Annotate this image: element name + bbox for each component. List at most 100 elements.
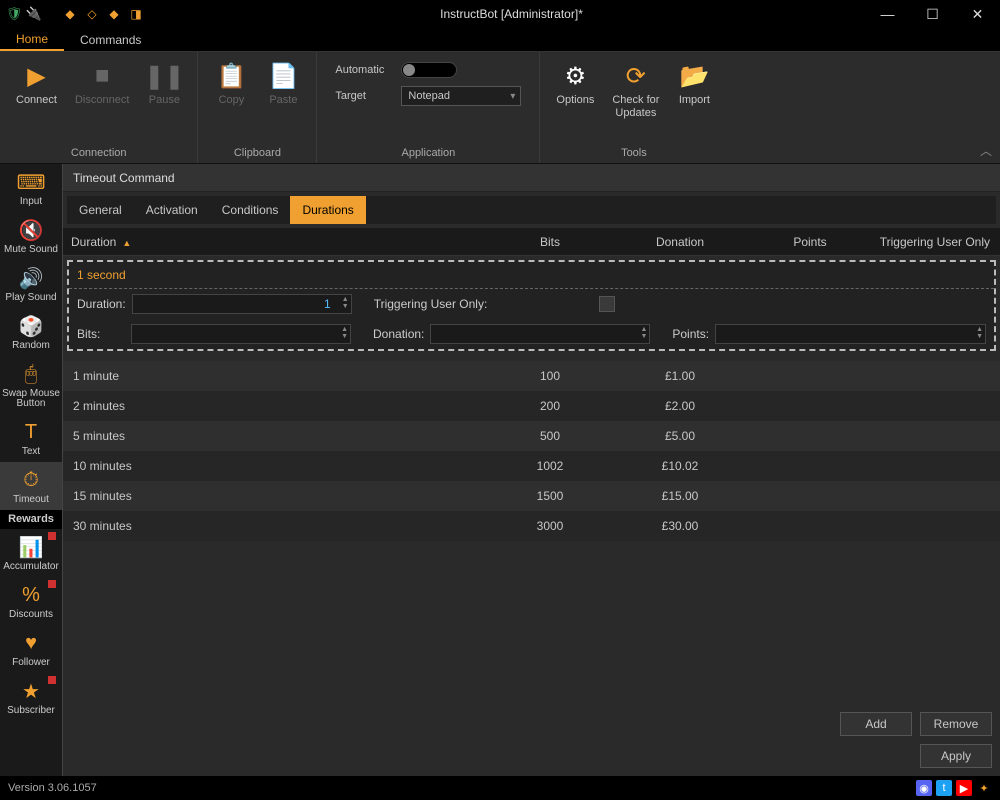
automatic-toggle[interactable] [401,62,457,78]
edit-row: 1 second Duration: 1 ▲▼ Triggering User … [67,260,996,351]
folder-icon: 📂 [678,60,710,92]
col-bits[interactable]: Bits [490,235,610,249]
timeout-icon: ⏱ [17,467,45,493]
minimize-button[interactable]: — [865,0,910,28]
col-donation[interactable]: Donation [610,235,750,249]
points-input[interactable]: ▲▼ [715,324,986,344]
input-icon: ⌨ [17,169,45,195]
ribbon-collapse-icon[interactable]: ︿ [980,142,992,159]
ribbon-group-tools: ⚙ Options ⟳ Check for Updates 📂 Import T… [540,52,727,163]
paste-icon: 📄 [267,60,299,92]
copy-icon: 📋 [215,60,247,92]
sidebar-item-play-sound[interactable]: 🔊Play Sound [0,260,62,308]
group-label-application: Application [401,145,455,161]
automatic-label: Automatic [335,64,391,76]
quick-icon-4[interactable]: ◨ [128,6,144,22]
table-row[interactable]: 5 minutes500£5.00 [63,421,1000,451]
accumulator-icon: 📊 [17,534,45,560]
col-triggering[interactable]: Triggering User Only [870,235,1000,249]
table-row[interactable]: 2 minutes200£2.00 [63,391,1000,421]
table-row[interactable]: 10 minutes1002£10.02 [63,451,1000,481]
sidebar: ⌨Input🔇Mute Sound🔊Play Sound🎲Random🖱Swap… [0,164,62,776]
quick-icon-3[interactable]: ◆ [106,6,122,22]
tab-general[interactable]: General [67,196,134,224]
menu-bar: Home Commands [0,28,1000,52]
donation-input[interactable]: ▲▼ [430,324,650,344]
plug-icon: 🔌 [26,6,42,22]
pause-button[interactable]: ❚❚ Pause [139,56,189,111]
action-buttons: Add Remove Apply [63,706,1000,776]
version-text: Version 3.06.1057 [8,782,97,794]
refresh-icon: ⟳ [620,60,652,92]
triggering-field-label: Triggering User Only: [374,297,488,311]
close-button[interactable]: ✕ [955,0,1000,28]
remove-button[interactable]: Remove [920,712,992,736]
options-button[interactable]: ⚙ Options [548,56,602,111]
paste-button[interactable]: 📄 Paste [258,56,308,111]
sidebar-item-discounts[interactable]: %Discounts [0,577,62,625]
sidebar-item-subscriber[interactable]: ★Subscriber [0,673,62,721]
disconnect-button[interactable]: ■ Disconnect [67,56,137,111]
sidebar-item-follower[interactable]: ♥Follower [0,625,62,673]
col-points[interactable]: Points [750,235,870,249]
import-button[interactable]: 📂 Import [669,56,719,111]
tab-activation[interactable]: Activation [134,196,210,224]
bits-input[interactable]: ▲▼ [131,324,351,344]
mute-sound-icon: 🔇 [17,217,45,243]
sidebar-item-random[interactable]: 🎲Random [0,308,62,356]
alert-dot [48,676,56,684]
discounts-icon: % [17,582,45,608]
table-row[interactable]: 30 minutes3000£30.00 [63,511,1000,541]
donation-field-label: Donation: [373,327,424,341]
extra-icon[interactable]: ✦ [976,780,992,796]
target-dropdown[interactable]: Notepad [401,86,521,106]
swap-mouse-button-icon: 🖱 [17,361,45,387]
menu-tab-home[interactable]: Home [0,28,64,51]
maximize-button[interactable]: ☐ [910,0,955,28]
check-updates-button[interactable]: ⟳ Check for Updates [604,56,667,124]
duration-input[interactable]: 1 ▲▼ [132,294,352,314]
sidebar-item-accumulator[interactable]: 📊Accumulator [0,529,62,577]
group-label-connection: Connection [71,145,127,161]
quick-icon-1[interactable]: ◆ [62,6,78,22]
apply-button[interactable]: Apply [920,744,992,768]
sidebar-item-timeout[interactable]: ⏱Timeout [0,462,62,510]
status-social-icons: ◉ t ▶ ✦ [916,780,992,796]
youtube-icon[interactable]: ▶ [956,780,972,796]
stop-icon: ■ [86,60,118,92]
ribbon-group-connection: ▶ Connect ■ Disconnect ❚❚ Pause Connecti… [0,52,198,163]
titlebar-left-icons: 🛡 🔌 [0,6,48,22]
menu-tab-commands[interactable]: Commands [64,28,157,51]
gear-icon: ⚙ [559,60,591,92]
tab-durations[interactable]: Durations [290,196,365,224]
table-row[interactable]: 1 minute100£1.00 [63,361,1000,391]
edit-row-title: 1 second [69,262,994,289]
add-button[interactable]: Add [840,712,912,736]
window-controls: — ☐ ✕ [865,0,1000,28]
quick-icon-2[interactable]: ◇ [84,6,100,22]
table-header: Duration▲ Bits Donation Points Triggerin… [63,228,1000,256]
col-duration[interactable]: Duration▲ [63,235,490,249]
status-bar: Version 3.06.1057 ◉ t ▶ ✦ [0,776,1000,800]
table-row[interactable]: 15 minutes1500£15.00 [63,481,1000,511]
subscriber-icon: ★ [17,678,45,704]
group-label-tools: Tools [621,145,647,161]
content-title: Timeout Command [63,164,1000,192]
triggering-checkbox[interactable] [599,296,615,312]
sidebar-item-swap-mouse-button[interactable]: 🖱Swap Mouse Button [0,356,62,414]
connect-button[interactable]: ▶ Connect [8,56,65,111]
pause-icon: ❚❚ [148,60,180,92]
text-icon: T [17,419,45,445]
tab-conditions[interactable]: Conditions [210,196,291,224]
discord-icon[interactable]: ◉ [916,780,932,796]
points-field-label: Points: [672,327,709,341]
twitter-icon[interactable]: t [936,780,952,796]
sidebar-item-mute-sound[interactable]: 🔇Mute Sound [0,212,62,260]
follower-icon: ♥ [17,630,45,656]
copy-button[interactable]: 📋 Copy [206,56,256,111]
sidebar-item-input[interactable]: ⌨Input [0,164,62,212]
window-title: InstructBot [Administrator]* [158,7,865,21]
titlebar-quick-icons: ◆ ◇ ◆ ◨ [48,6,158,22]
table-rows: 1 minute100£1.002 minutes200£2.005 minut… [63,361,1000,706]
sidebar-item-text[interactable]: TText [0,414,62,462]
